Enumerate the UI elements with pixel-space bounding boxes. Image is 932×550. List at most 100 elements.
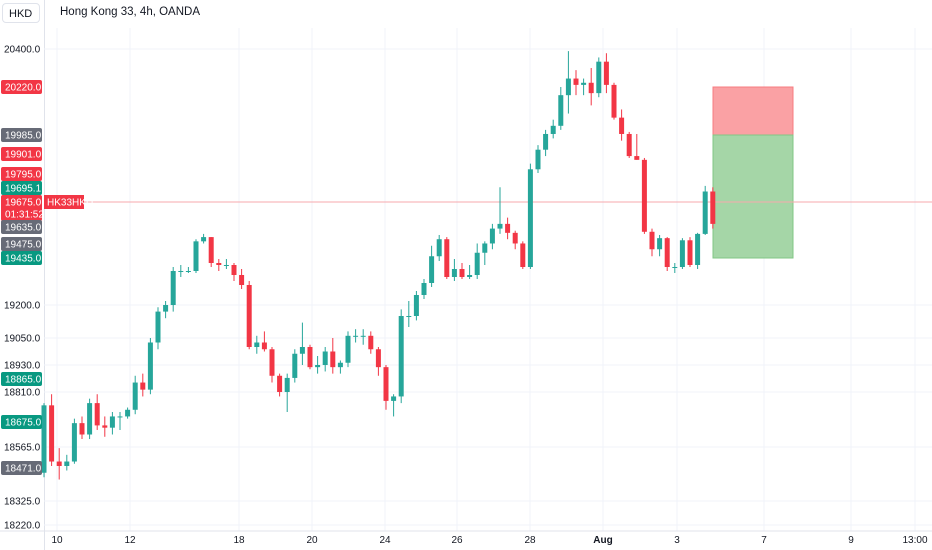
candle-body <box>292 353 298 378</box>
candle-body <box>246 285 252 347</box>
candle <box>406 301 412 327</box>
time-axis-label: 18 <box>233 535 245 546</box>
candle <box>87 398 93 440</box>
candle-body <box>391 396 397 401</box>
price-tag: 19985.0 <box>1 128 42 142</box>
price-tag-label: 19635.0 <box>5 223 42 234</box>
candle <box>588 68 594 106</box>
candle <box>535 145 541 174</box>
candle-body <box>649 231 655 250</box>
candle <box>482 241 488 265</box>
candle-body <box>360 335 366 337</box>
candle-body <box>505 223 511 233</box>
candle <box>170 267 176 312</box>
candle <box>292 349 298 383</box>
price-tag: 19795.0 <box>1 167 42 181</box>
candle <box>664 237 670 271</box>
candle-body <box>345 335 351 363</box>
candle-body <box>436 239 442 257</box>
price-tag: 19901.0 <box>1 147 42 161</box>
price-tag-bg <box>1 80 42 94</box>
time-axis[interactable]: 10 12 18 20 24 26 28 Aug 3 7 9 13:00 <box>0 530 932 546</box>
symbol-tag-label: HK33HKD <box>47 198 93 209</box>
price-tag-bg <box>1 415 42 429</box>
candle <box>543 129 549 157</box>
candle-body <box>474 252 480 275</box>
candle <box>117 412 123 430</box>
price-axis-label: 18220.0 <box>4 521 41 532</box>
candle-body <box>193 241 199 271</box>
candle-body <box>702 191 708 234</box>
price-tag: 18471.0 <box>1 461 42 475</box>
candle <box>201 233 207 244</box>
price-tag: 19635.0 <box>1 220 42 234</box>
candle-body <box>695 233 701 265</box>
price-axis-label: 18930.0 <box>4 361 41 372</box>
candle <box>467 265 473 279</box>
time-axis-label: 24 <box>379 535 391 546</box>
price-axis-label: 18565.0 <box>4 443 41 454</box>
candle <box>140 373 146 397</box>
candle <box>345 331 351 368</box>
candle <box>596 57 602 98</box>
time-axis-label: 10 <box>51 535 63 546</box>
price-tag-bg <box>1 372 42 386</box>
candle <box>246 281 252 350</box>
candles[interactable] <box>41 51 716 480</box>
candle-body <box>368 335 374 350</box>
price-tag: 19695.1 <box>1 181 42 195</box>
candle-body <box>558 95 564 126</box>
price-tag-bg <box>1 128 42 142</box>
candle <box>611 82 617 120</box>
price-axis-label: 19050.0 <box>4 334 41 345</box>
candle <box>679 238 685 269</box>
candle-body <box>269 349 275 376</box>
candle-body <box>543 133 549 150</box>
price-tag-bg <box>1 147 42 161</box>
candle-body <box>565 78 571 96</box>
candle <box>102 416 108 437</box>
candle-body <box>71 423 77 462</box>
candle-body <box>94 403 100 426</box>
candle-body <box>49 405 55 462</box>
price-axis[interactable]: 20400.0 19200.0 19050.0 18930.0 18810.0 18565… <box>4 45 41 532</box>
candle <box>239 269 245 289</box>
candle <box>489 223 495 250</box>
candle-body <box>406 316 412 317</box>
candle-body <box>64 461 70 466</box>
price-tag-bg <box>1 195 42 221</box>
candle-body <box>223 265 229 266</box>
symbol-search-box[interactable]: HKD <box>2 3 40 23</box>
candle <box>330 338 336 374</box>
candle <box>710 187 716 229</box>
price-tag-bg <box>1 237 42 251</box>
candle <box>360 329 366 345</box>
candle-body <box>641 159 647 232</box>
candle <box>223 259 229 269</box>
time-axis-label: 7 <box>761 535 767 546</box>
candle-body <box>603 61 609 85</box>
time-axis-label: 9 <box>848 535 854 546</box>
time-axis-label: 13:00 <box>902 535 927 546</box>
candle <box>520 241 526 269</box>
candle-body <box>231 265 237 275</box>
candle <box>299 322 305 365</box>
candle <box>657 234 663 257</box>
candle <box>603 53 609 94</box>
candle-body <box>56 461 62 466</box>
candle <box>641 157 647 234</box>
candle-body <box>520 243 526 267</box>
long-position-tool[interactable] <box>712 86 794 259</box>
candle <box>269 347 275 383</box>
price-tag-label: 19901.0 <box>5 150 42 161</box>
candle <box>505 217 511 240</box>
candle <box>474 243 480 279</box>
candle <box>581 78 587 96</box>
candle-body <box>178 271 184 272</box>
candle-body <box>421 283 427 295</box>
candle-body <box>375 349 381 368</box>
candle-body <box>125 409 131 417</box>
candle <box>436 234 442 261</box>
candle-body <box>277 375 283 392</box>
